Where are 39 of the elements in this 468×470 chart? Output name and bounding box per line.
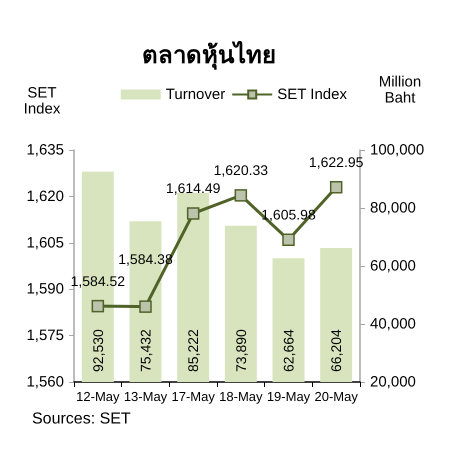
legend-label: SET Index bbox=[277, 86, 348, 103]
y2-tick-label: 40,000 bbox=[370, 316, 416, 332]
y-tick-label: 1,590 bbox=[26, 280, 64, 298]
x-tick-label: 18-May bbox=[219, 389, 263, 404]
point bbox=[330, 181, 342, 194]
data-label: 62,664 bbox=[280, 328, 296, 372]
y-tick-label: 1,605 bbox=[26, 234, 64, 252]
source-note: Sources: SET bbox=[32, 410, 131, 428]
point bbox=[139, 300, 152, 313]
data-label: 85,222 bbox=[185, 328, 202, 372]
point bbox=[92, 300, 104, 312]
y2-tick-label: 80,000 bbox=[370, 200, 416, 216]
data-label: 1,622.95 bbox=[308, 154, 364, 170]
point bbox=[186, 207, 200, 220]
point bbox=[282, 234, 295, 246]
x-tick-label: 17-May bbox=[171, 389, 216, 404]
legend-label: Turnover bbox=[166, 86, 226, 103]
y-tick-label: 1,635 bbox=[26, 142, 64, 158]
data-label: 66,204 bbox=[328, 328, 344, 372]
y2-axis-title: Million Baht bbox=[378, 74, 422, 106]
data-label: 92,530 bbox=[90, 328, 106, 372]
y2-tick-label: 100,000 bbox=[370, 142, 424, 158]
x-tick-label: 12-May bbox=[76, 389, 120, 404]
y-tick-label: 1,575 bbox=[26, 327, 64, 344]
x-tick-label: 19-May bbox=[266, 389, 311, 404]
y2-tick-label: 60,000 bbox=[370, 258, 416, 274]
data-label: 1,620.33 bbox=[214, 162, 268, 178]
chart-title: ตลาดหุ้นไทย bbox=[142, 40, 276, 71]
data-label: 73,890 bbox=[232, 328, 249, 372]
data-label: 1,614.49 bbox=[166, 180, 221, 196]
data-label: 1,584.52 bbox=[70, 272, 126, 289]
y-tick-label: 1,620 bbox=[26, 188, 64, 205]
y-tick-label: 1,560 bbox=[26, 374, 64, 390]
x-tick-label: 20-May bbox=[314, 389, 358, 404]
point bbox=[234, 189, 248, 202]
x-tick-label: 13-May bbox=[124, 389, 168, 404]
y2-tick-label: 20,000 bbox=[370, 374, 416, 390]
y-axis-title: SET Index bbox=[24, 84, 61, 118]
data-label: 75,432 bbox=[138, 328, 154, 372]
